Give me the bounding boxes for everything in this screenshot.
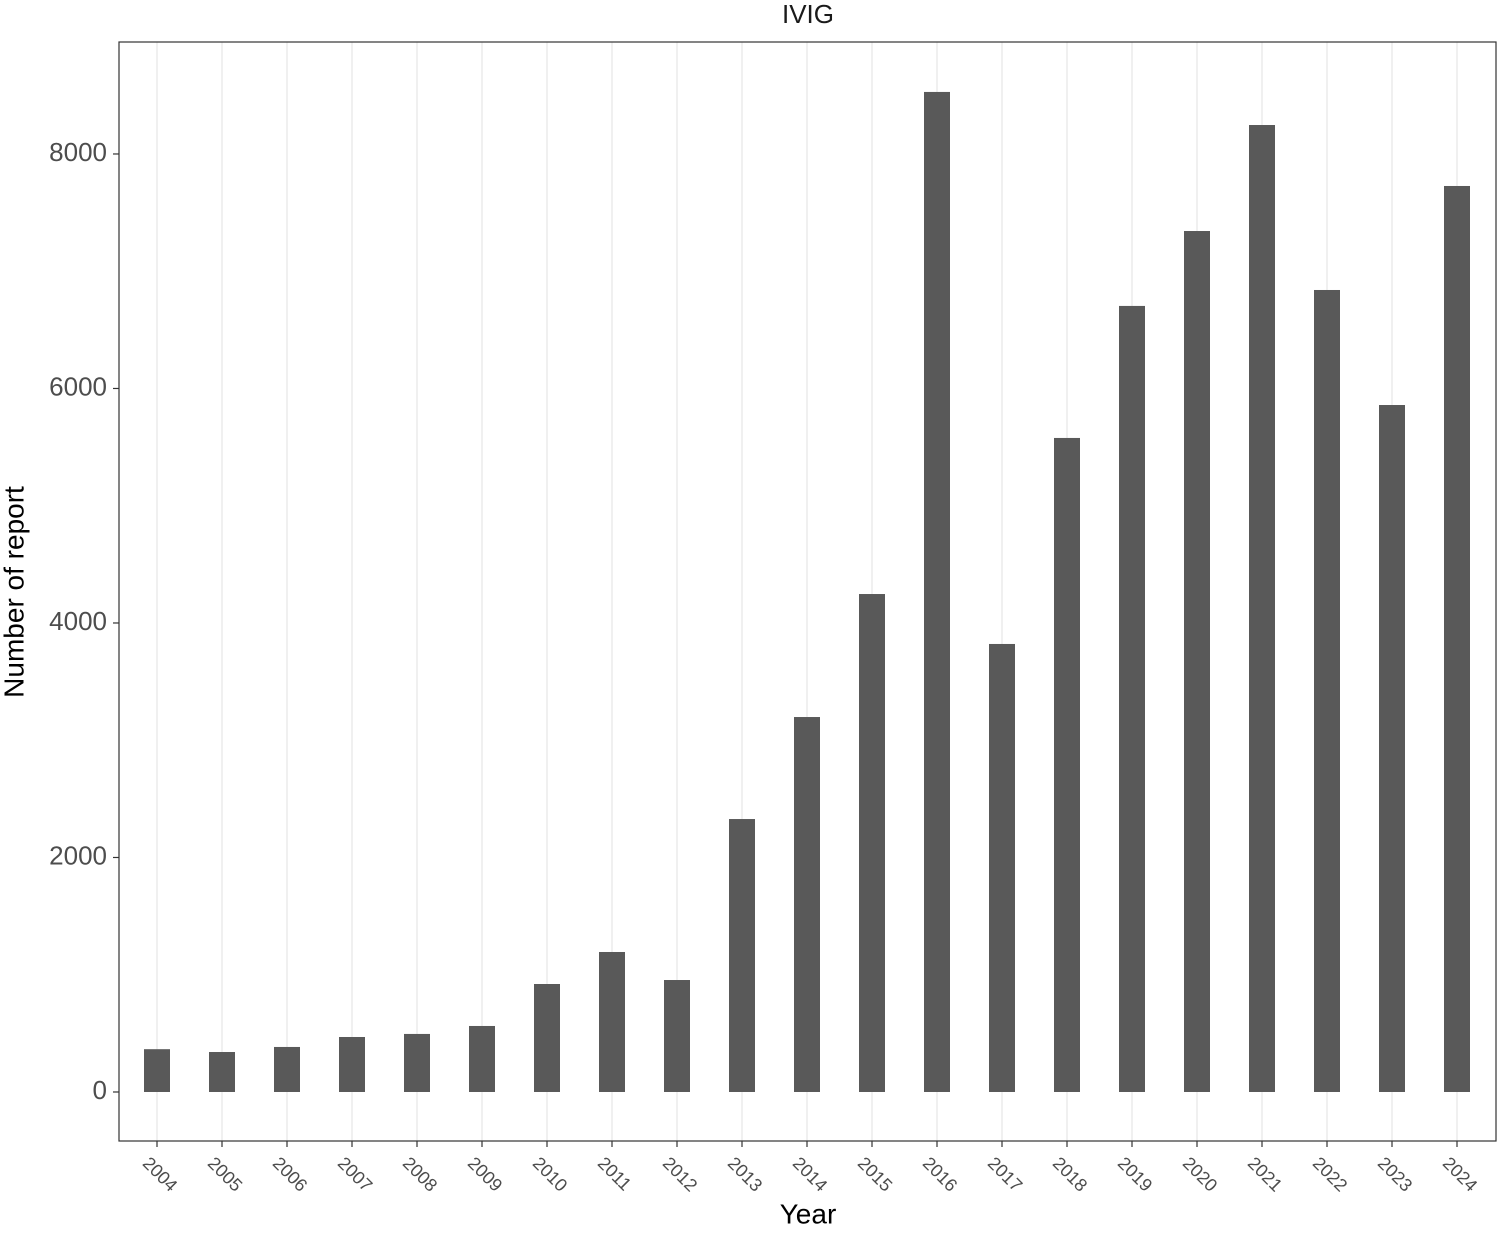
bar (859, 594, 885, 1092)
x-axis-label: Year (780, 1198, 837, 1229)
bar (1054, 437, 1080, 1092)
bar (599, 951, 625, 1092)
bar (209, 1052, 235, 1092)
y-tick-label: 8000 (49, 137, 107, 167)
bar (989, 643, 1015, 1092)
bar (339, 1036, 365, 1092)
bar (924, 91, 950, 1092)
y-tick-label: 6000 (49, 371, 107, 401)
y-axis-label: Number of report (0, 486, 29, 698)
bar (1249, 125, 1275, 1092)
y-tick-label: 2000 (49, 840, 107, 870)
bar (794, 717, 820, 1092)
bar (1444, 185, 1470, 1092)
chart-title: IVIG (782, 0, 834, 29)
panel-border (118, 41, 1497, 1142)
bar (469, 1025, 495, 1092)
bar (534, 984, 560, 1092)
bar (1184, 231, 1210, 1092)
bar (144, 1049, 170, 1092)
y-tick-label: 0 (93, 1075, 107, 1105)
bar (1314, 289, 1340, 1092)
bar (404, 1033, 430, 1092)
bar (664, 980, 690, 1092)
bar (1119, 305, 1145, 1092)
bar (1379, 405, 1405, 1092)
y-tick-label: 4000 (49, 606, 107, 636)
bar (729, 819, 755, 1092)
bar (274, 1046, 300, 1092)
